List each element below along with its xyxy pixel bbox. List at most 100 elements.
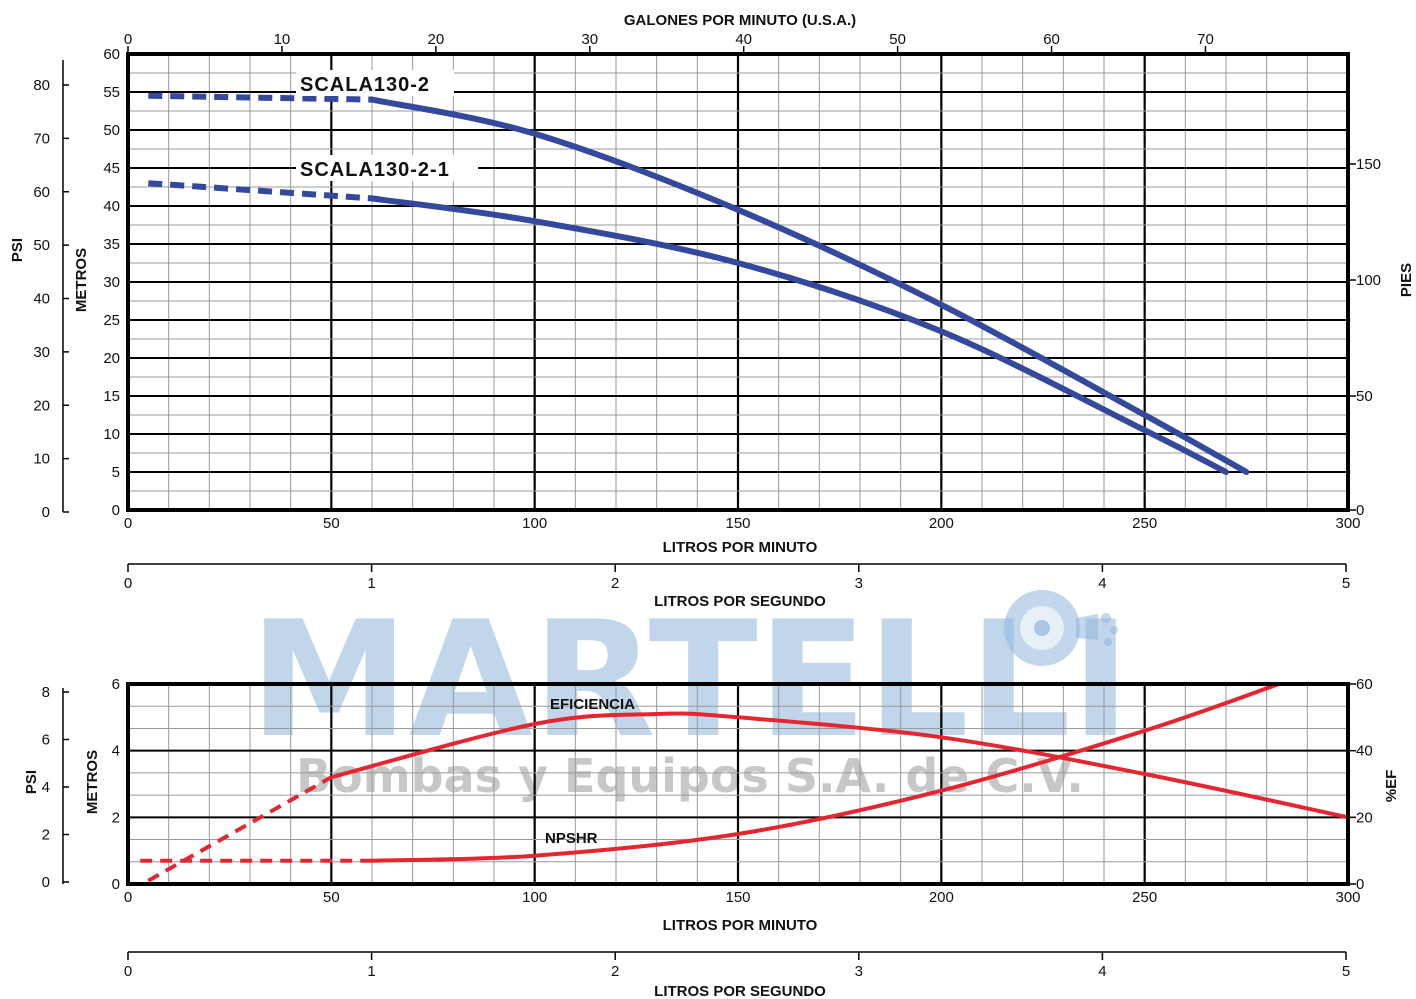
psi-tick-label: 0: [42, 504, 50, 521]
right-tick-label: 0: [1356, 876, 1364, 893]
series-label-npshr: NPSHR: [545, 830, 598, 847]
metros-tick-label: 30: [103, 274, 120, 291]
right-tick-label: 50: [1356, 388, 1373, 405]
lpm-tick-label: 150: [725, 515, 750, 532]
psi-tick-label: 2: [42, 827, 50, 844]
lpm-tick-label: 250: [1132, 515, 1157, 532]
gpm-tick-label: 40: [735, 31, 752, 48]
gpm-tick-label: 70: [1197, 31, 1214, 48]
lps-axis-title: LITROS POR SEGUNDO: [654, 593, 826, 610]
pump-logo-icon: [1004, 590, 1118, 666]
metros-tick-label: 45: [103, 160, 120, 177]
gpm-tick-label: 60: [1043, 31, 1060, 48]
lpm-tick-label: 100: [522, 515, 547, 532]
metros-tick-label: 60: [103, 46, 120, 63]
metros-tick-label: 55: [103, 84, 120, 101]
psi-axis-ticks: 0 10 20 30 40 50 60 70 80: [33, 77, 69, 521]
lps-axis-ticks: 0 1 2 3 4 5: [124, 564, 1350, 592]
gpm-tick-label: 30: [581, 31, 598, 48]
lps-tick-label: 2: [611, 963, 619, 980]
gpm-tick-label: 0: [124, 31, 132, 48]
lpm-tick-label: 150: [725, 889, 750, 906]
psi-tick-label: 10: [33, 451, 50, 468]
bottom-lpm-axis-ticks: 0 50 100 150 200 250 300: [124, 889, 1361, 906]
lpm-tick-label: 300: [1335, 515, 1360, 532]
psi-tick-label: 6: [42, 732, 50, 749]
bottom-lpm-axis-title: LITROS POR MINUTO: [663, 917, 818, 934]
lps-tick-label: 0: [124, 963, 132, 980]
lpm-tick-label: 50: [323, 515, 340, 532]
pies-axis-title: PIES: [1398, 263, 1415, 297]
lps-tick-label: 3: [855, 575, 863, 592]
metros-tick-label: 5: [112, 464, 120, 481]
metros-tick-label: 35: [103, 236, 120, 253]
lpm-axis-ticks: 0 50 100 150 200 250 300: [124, 515, 1361, 532]
metros-tick-label: 20: [103, 350, 120, 367]
lps-tick-label: 4: [1098, 963, 1106, 980]
lpm-tick-label: 0: [124, 515, 132, 532]
efficiency-chart-frame: [126, 682, 1350, 886]
right-tick-label: 20: [1356, 809, 1373, 826]
lpm-tick-label: 0: [124, 889, 132, 906]
head-curve-dashed-1: [148, 92, 373, 103]
head-curve-dashed-2: [148, 180, 373, 202]
label-bg-scala130-2-1: [296, 155, 478, 181]
npshr-metros-ticks: 0 2 4 6: [112, 676, 120, 893]
watermark: MARTELLI Bombas y Equipos S.A. de C.V.: [250, 586, 1131, 803]
lps-tick-label: 1: [367, 963, 375, 980]
psi-tick-label: 30: [33, 344, 50, 361]
efficiency-axis-title: %EF: [1383, 770, 1400, 803]
lps-tick-label: 1: [367, 575, 375, 592]
head-curve-2: [369, 195, 1229, 475]
lpm-tick-label: 200: [929, 515, 954, 532]
psi-tick-label: 80: [33, 77, 50, 94]
lpm-tick-label: 300: [1335, 889, 1360, 906]
metros-tick-label: 25: [103, 312, 120, 329]
efficiency-chart-series: [140, 682, 1349, 883]
npshr-metros-title: METROS: [84, 750, 101, 814]
series-label-scala130-2: SCALA130-2: [300, 74, 430, 96]
metros-tick-label: 6: [112, 676, 120, 693]
lpm-tick-label: 100: [522, 889, 547, 906]
head-curve-1: [369, 96, 1250, 475]
gpm-tick-label: 10: [274, 31, 291, 48]
bottom-lps-axis-ticks: 0 1 2 3 4 5: [124, 952, 1350, 980]
metros-tick-label: 10: [103, 426, 120, 443]
lps-tick-label: 2: [611, 575, 619, 592]
efficiency-curve-dashed: [147, 775, 333, 883]
watermark-brand: MARTELLI: [250, 586, 1131, 773]
psi-tick-label: 8: [42, 684, 50, 701]
metros-tick-label: 15: [103, 388, 120, 405]
psi-tick-label: 0: [42, 874, 50, 891]
lps-tick-label: 4: [1098, 575, 1106, 592]
right-tick-label: 0: [1356, 502, 1364, 519]
gpm-axis-title: GALONES POR MINUTO (U.S.A.): [624, 12, 856, 29]
npshr-psi-ticks: 0 2 4 6 8: [42, 684, 69, 891]
metros-tick-label: 0: [112, 502, 120, 519]
lpm-tick-label: 250: [1132, 889, 1157, 906]
gpm-tick-label: 20: [428, 31, 445, 48]
bottom-lps-axis-title: LITROS POR SEGUNDO: [654, 983, 826, 999]
metros-axis-title: METROS: [73, 248, 90, 312]
right-tick-label: 40: [1356, 743, 1373, 760]
efficiency-axis-ticks: 0 20 40 60: [1348, 676, 1373, 893]
metros-tick-label: 0: [112, 876, 120, 893]
head-chart-series: [148, 92, 1250, 475]
right-tick-label: 100: [1356, 272, 1381, 289]
lps-tick-label: 5: [1342, 575, 1350, 592]
watermark-subtitle: Bombas y Equipos S.A. de C.V.: [296, 749, 1084, 803]
psi-tick-label: 70: [33, 130, 50, 147]
right-tick-label: 60: [1356, 676, 1373, 693]
series-label-scala130-2-1: SCALA130-2-1: [300, 159, 450, 181]
lps-tick-label: 5: [1342, 963, 1350, 980]
pies-axis-ticks: 0 50 100 150: [1348, 156, 1381, 519]
metros-tick-label: 50: [103, 122, 120, 139]
series-label-eficiencia: EFICIENCIA: [550, 696, 635, 713]
npshr-curve: [371, 682, 1280, 863]
metros-axis-ticks: 0 5 10 15 20 25 30 35 40 45 50 55 60: [103, 46, 120, 519]
gpm-tick-label: 50: [889, 31, 906, 48]
lps-tick-label: 3: [855, 963, 863, 980]
psi-tick-label: 50: [33, 237, 50, 254]
